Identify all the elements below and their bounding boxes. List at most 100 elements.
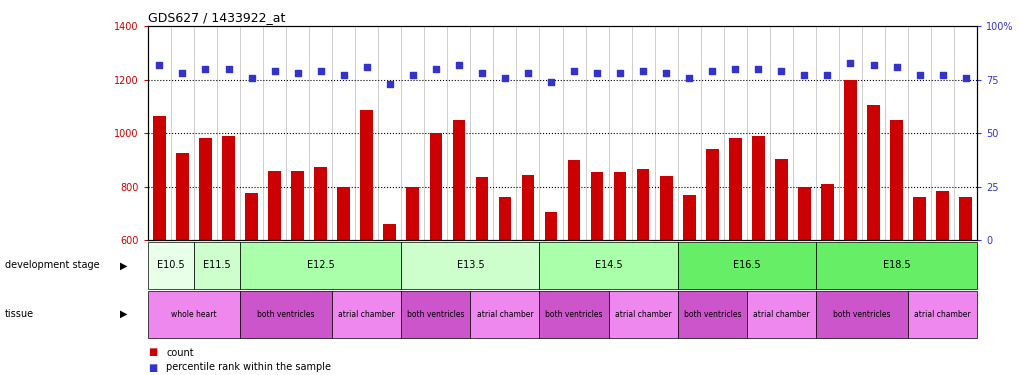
Text: GSM25159: GSM25159 xyxy=(364,244,369,282)
Bar xyxy=(568,160,580,240)
Bar xyxy=(176,153,189,240)
Point xyxy=(266,68,282,74)
Bar xyxy=(291,171,304,240)
Text: atrial chamber: atrial chamber xyxy=(338,310,394,319)
Text: GSM25150: GSM25150 xyxy=(156,244,162,282)
Point xyxy=(635,68,651,74)
Text: both ventricles: both ventricles xyxy=(683,310,740,319)
Text: GSM25182: GSM25182 xyxy=(893,244,899,282)
Bar xyxy=(751,136,764,240)
Text: both ventricles: both ventricles xyxy=(257,310,315,319)
Bar xyxy=(890,120,902,240)
Text: whole heart: whole heart xyxy=(171,310,217,319)
Point xyxy=(174,70,191,76)
Text: GSM25183: GSM25183 xyxy=(916,244,921,282)
Bar xyxy=(544,212,556,240)
Point xyxy=(542,79,558,85)
Text: GSM25164: GSM25164 xyxy=(479,244,484,282)
Bar xyxy=(774,159,787,240)
Text: GSM25171: GSM25171 xyxy=(640,244,645,282)
Bar xyxy=(729,138,741,240)
Point xyxy=(796,72,812,78)
Text: E14.5: E14.5 xyxy=(594,260,622,270)
Text: GSM25173: GSM25173 xyxy=(686,244,692,282)
Bar xyxy=(659,176,672,240)
Bar xyxy=(613,172,626,240)
Bar xyxy=(636,169,649,240)
Bar xyxy=(222,136,234,240)
Bar xyxy=(153,116,166,240)
Bar xyxy=(194,242,239,289)
Text: GSM25185: GSM25185 xyxy=(962,244,968,282)
Bar xyxy=(314,166,327,240)
Point xyxy=(772,68,789,74)
Bar xyxy=(383,224,395,240)
Text: both ventricles: both ventricles xyxy=(545,310,602,319)
Text: GSM25155: GSM25155 xyxy=(271,244,277,282)
Bar xyxy=(498,197,511,240)
Text: GSM25165: GSM25165 xyxy=(501,244,507,282)
Text: percentile rank within the sample: percentile rank within the sample xyxy=(166,363,331,372)
Point xyxy=(244,75,260,81)
Text: atrial chamber: atrial chamber xyxy=(476,310,533,319)
Text: GSM25178: GSM25178 xyxy=(801,244,807,282)
Bar xyxy=(958,197,971,240)
Bar xyxy=(452,120,465,240)
Text: count: count xyxy=(166,348,194,357)
Bar xyxy=(935,190,948,240)
Bar xyxy=(677,242,815,289)
Point xyxy=(197,66,213,72)
Bar xyxy=(705,149,718,240)
Point xyxy=(566,68,582,74)
Bar xyxy=(429,133,442,240)
Bar xyxy=(820,184,833,240)
Bar xyxy=(337,187,350,240)
Text: GSM25179: GSM25179 xyxy=(823,244,829,282)
Point xyxy=(842,60,858,66)
Bar xyxy=(148,291,239,338)
Text: GSM25177: GSM25177 xyxy=(777,244,784,282)
Bar xyxy=(332,291,400,338)
Text: GSM25174: GSM25174 xyxy=(708,244,714,282)
Text: GSM25166: GSM25166 xyxy=(525,244,531,282)
Point xyxy=(657,70,674,76)
Point xyxy=(359,64,375,70)
Bar xyxy=(148,242,194,289)
Text: E13.5: E13.5 xyxy=(457,260,484,270)
Text: GSM25151: GSM25151 xyxy=(179,244,185,282)
Text: GSM25154: GSM25154 xyxy=(249,244,255,282)
Point xyxy=(588,70,604,76)
Bar xyxy=(400,242,539,289)
Text: atrial chamber: atrial chamber xyxy=(913,310,970,319)
Text: GDS627 / 1433922_at: GDS627 / 1433922_at xyxy=(148,11,285,24)
Text: ▶: ▶ xyxy=(120,309,127,319)
Bar xyxy=(470,291,539,338)
Text: GSM25172: GSM25172 xyxy=(662,244,668,282)
Bar xyxy=(844,80,856,240)
Bar xyxy=(815,291,907,338)
Text: GSM25167: GSM25167 xyxy=(547,244,553,282)
Text: ■: ■ xyxy=(148,363,157,372)
Point xyxy=(450,62,467,68)
Point xyxy=(427,66,443,72)
Text: ▶: ▶ xyxy=(120,260,127,270)
Point xyxy=(727,66,743,72)
Text: GSM25163: GSM25163 xyxy=(455,244,462,282)
Point xyxy=(496,75,513,81)
Point xyxy=(864,62,880,68)
Bar xyxy=(245,193,258,240)
Bar xyxy=(268,171,280,240)
Point xyxy=(888,64,904,70)
Text: atrial chamber: atrial chamber xyxy=(752,310,809,319)
Point xyxy=(335,72,352,78)
Text: tissue: tissue xyxy=(5,309,35,319)
Point xyxy=(520,70,536,76)
Text: GSM25153: GSM25153 xyxy=(225,244,231,282)
Text: GSM25184: GSM25184 xyxy=(938,244,945,282)
Point xyxy=(381,81,397,87)
Bar xyxy=(907,291,976,338)
Point xyxy=(818,72,835,78)
Text: GSM25181: GSM25181 xyxy=(869,244,875,282)
Bar xyxy=(360,110,373,240)
Bar xyxy=(815,242,976,289)
